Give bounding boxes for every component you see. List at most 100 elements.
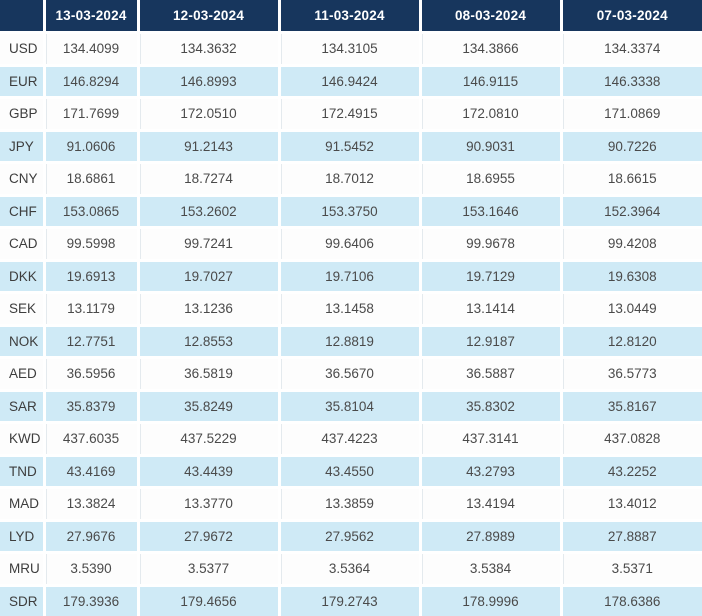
rate-value-cell: 12.8553 [136,323,279,358]
rate-value-cell: 146.9115 [418,63,561,98]
table-row: MAD 13.3824 13.3770 13.3859 13.4194 13.4012 [0,486,702,520]
rate-value-cell: 437.3141 [418,421,561,455]
table-row: TND 43.4169 43.4439 43.4550 43.2793 43.2252 [0,453,702,488]
table-row: GBP 171.7699 172.0510 172.4915 172.0810 171.0… [0,96,702,130]
rate-value-cell: 12.9187 [418,323,561,358]
rate-value-cell: 91.0606 [42,128,138,163]
rate-value-cell: 35.8379 [42,388,138,423]
rate-value-cell: 19.6308 [559,258,702,293]
rate-value-cell: 27.9676 [42,518,138,553]
rate-value-cell: 13.1236 [136,291,279,325]
rate-value-cell: 172.0810 [418,96,561,130]
table-row: SAR 35.8379 35.8249 35.8104 35.8302 35.8167 [0,388,702,423]
table-header: 13-03-2024 12-03-2024 11-03-2024 08-03-2… [0,0,702,33]
header-row: 13-03-2024 12-03-2024 11-03-2024 08-03-2… [0,0,702,33]
rate-value-cell: 43.4439 [136,453,279,488]
rate-value-cell: 153.0865 [42,193,138,228]
rate-value-cell: 437.4223 [277,421,420,455]
rate-value-cell: 172.0510 [136,96,279,130]
rate-value-cell: 13.1458 [277,291,420,325]
rate-value-cell: 179.3936 [42,583,138,616]
rate-value-cell: 18.6861 [42,161,138,195]
rate-value-cell: 134.3105 [277,31,420,65]
currency-code-cell: JPY [0,128,44,163]
rate-value-cell: 13.4194 [418,486,561,520]
rate-value-cell: 146.9424 [277,63,420,98]
rate-value-cell: 134.4099 [42,31,138,65]
rate-value-cell: 146.8294 [42,63,138,98]
rate-value-cell: 18.6955 [418,161,561,195]
table-row: USD 134.4099 134.3632 134.3105 134.3866 134.3… [0,31,702,65]
rate-value-cell: 437.5229 [136,421,279,455]
column-header-date: 11-03-2024 [277,0,420,33]
rate-value-cell: 3.5377 [136,551,279,585]
rate-value-cell: 43.4550 [277,453,420,488]
rate-value-cell: 35.8302 [418,388,561,423]
rate-value-cell: 171.0869 [559,96,702,130]
table-row: LYD 27.9676 27.9672 27.9562 27.8989 27.8887 [0,518,702,553]
rate-value-cell: 35.8249 [136,388,279,423]
rate-value-cell: 19.7027 [136,258,279,293]
rate-value-cell: 36.5819 [136,356,279,390]
rate-value-cell: 99.7241 [136,226,279,260]
table-row: NOK 12.7751 12.8553 12.8819 12.9187 12.8120 [0,323,702,358]
rate-value-cell: 90.7226 [559,128,702,163]
rate-value-cell: 99.9678 [418,226,561,260]
rate-value-cell: 91.2143 [136,128,279,163]
currency-code-cell: CNY [0,161,44,195]
currency-code-cell: SDR [0,583,44,616]
rate-value-cell: 12.7751 [42,323,138,358]
rate-value-cell: 36.5773 [559,356,702,390]
rate-value-cell: 18.6615 [559,161,702,195]
rate-value-cell: 3.5371 [559,551,702,585]
currency-code-cell: MAD [0,486,44,520]
rate-value-cell: 178.6386 [559,583,702,616]
column-header-date: 13-03-2024 [42,0,138,33]
rate-value-cell: 99.6406 [277,226,420,260]
column-header-date: 08-03-2024 [418,0,561,33]
table-row: SEK 13.1179 13.1236 13.1458 13.1414 13.0449 [0,291,702,325]
currency-code-cell: LYD [0,518,44,553]
rate-value-cell: 12.8819 [277,323,420,358]
rate-value-cell: 134.3374 [559,31,702,65]
rate-value-cell: 27.9672 [136,518,279,553]
rate-value-cell: 13.3859 [277,486,420,520]
rate-value-cell: 90.9031 [418,128,561,163]
rate-value-cell: 13.1414 [418,291,561,325]
rate-value-cell: 146.3338 [559,63,702,98]
rate-value-cell: 27.9562 [277,518,420,553]
rate-value-cell: 18.7274 [136,161,279,195]
currency-code-cell: TND [0,453,44,488]
rate-value-cell: 19.7129 [418,258,561,293]
currency-code-cell: GBP [0,96,44,130]
rate-value-cell: 171.7699 [42,96,138,130]
rate-value-cell: 19.7106 [277,258,420,293]
table-row: SDR 179.3936 179.4656 179.2743 178.9996 178.6… [0,583,702,616]
rate-value-cell: 91.5452 [277,128,420,163]
column-header-date: 12-03-2024 [136,0,279,33]
rate-value-cell: 153.1646 [418,193,561,228]
rate-value-cell: 36.5887 [418,356,561,390]
rate-value-cell: 27.8887 [559,518,702,553]
rates-tbody: USD 134.4099 134.3632 134.3105 134.3866 134.3… [0,31,702,616]
rate-value-cell: 35.8167 [559,388,702,423]
rate-value-cell: 3.5364 [277,551,420,585]
rate-value-cell: 18.7012 [277,161,420,195]
currency-code-cell: DKK [0,258,44,293]
rate-value-cell: 134.3866 [418,31,561,65]
rate-value-cell: 19.6913 [42,258,138,293]
currency-code-cell: KWD [0,421,44,455]
currency-code-cell: MRU [0,551,44,585]
rate-value-cell: 13.0449 [559,291,702,325]
currency-code-cell: CHF [0,193,44,228]
table-row: EUR 146.8294 146.8993 146.9424 146.9115 146.3… [0,63,702,98]
rate-value-cell: 153.3750 [277,193,420,228]
rate-value-cell: 43.2252 [559,453,702,488]
rate-value-cell: 3.5384 [418,551,561,585]
table-row: JPY 91.0606 91.2143 91.5452 90.9031 90.7226 [0,128,702,163]
rate-value-cell: 13.3770 [136,486,279,520]
table-row: CHF 153.0865 153.2602 153.3750 153.1646 152.3… [0,193,702,228]
rate-value-cell: 43.4169 [42,453,138,488]
rate-value-cell: 35.8104 [277,388,420,423]
column-header-currency [0,0,44,33]
